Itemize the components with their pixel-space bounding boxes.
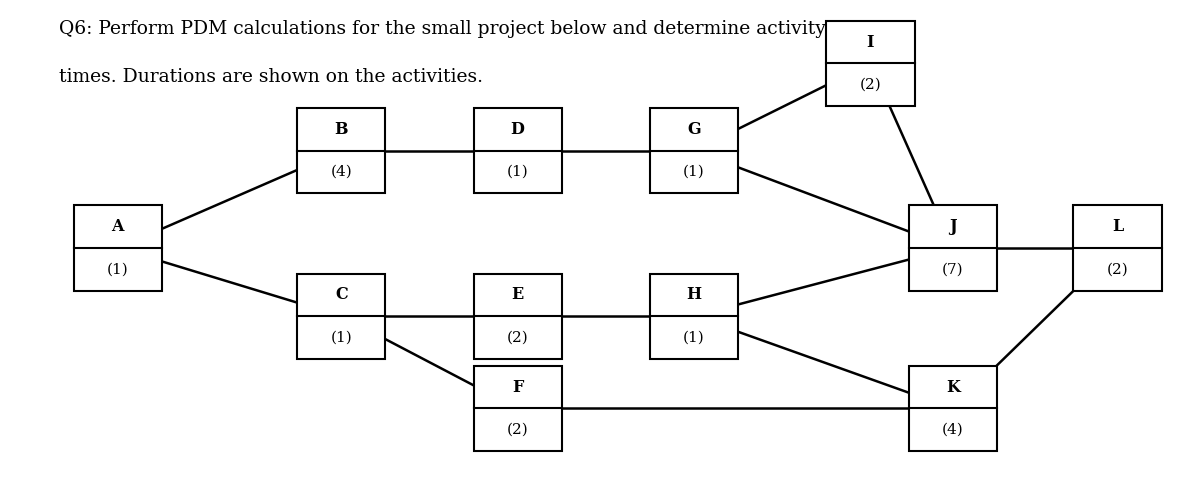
- Bar: [474, 366, 562, 451]
- Text: B: B: [335, 121, 348, 138]
- Text: (1): (1): [107, 262, 128, 276]
- Bar: [1073, 205, 1162, 291]
- Bar: [650, 108, 738, 193]
- Bar: [474, 108, 562, 193]
- Bar: [908, 366, 997, 451]
- Text: (4): (4): [942, 423, 964, 436]
- Bar: [474, 273, 562, 359]
- Bar: [650, 273, 738, 359]
- Text: J: J: [949, 218, 956, 235]
- Text: A: A: [112, 218, 124, 235]
- Bar: [298, 273, 385, 359]
- Bar: [908, 205, 997, 291]
- Text: (2): (2): [506, 330, 528, 344]
- Text: H: H: [686, 286, 702, 303]
- Text: (7): (7): [942, 262, 964, 276]
- Text: (2): (2): [1106, 262, 1128, 276]
- Text: E: E: [511, 286, 524, 303]
- Text: F: F: [512, 378, 523, 396]
- Text: K: K: [946, 378, 960, 396]
- Text: (2): (2): [506, 423, 528, 436]
- Text: (1): (1): [683, 165, 704, 179]
- Text: times. Durations are shown on the activities.: times. Durations are shown on the activi…: [59, 68, 484, 86]
- Text: (1): (1): [683, 330, 704, 344]
- Text: Q6: Perform PDM calculations for the small project below and determine activity: Q6: Perform PDM calculations for the sma…: [59, 19, 826, 38]
- Bar: [298, 108, 385, 193]
- Text: (4): (4): [330, 165, 352, 179]
- Text: I: I: [866, 34, 875, 51]
- Text: D: D: [511, 121, 524, 138]
- Text: (1): (1): [330, 330, 352, 344]
- Text: C: C: [335, 286, 348, 303]
- Text: L: L: [1112, 218, 1123, 235]
- Text: (2): (2): [859, 77, 881, 92]
- Text: (1): (1): [506, 165, 528, 179]
- Bar: [73, 205, 162, 291]
- Text: G: G: [688, 121, 701, 138]
- Bar: [827, 21, 914, 106]
